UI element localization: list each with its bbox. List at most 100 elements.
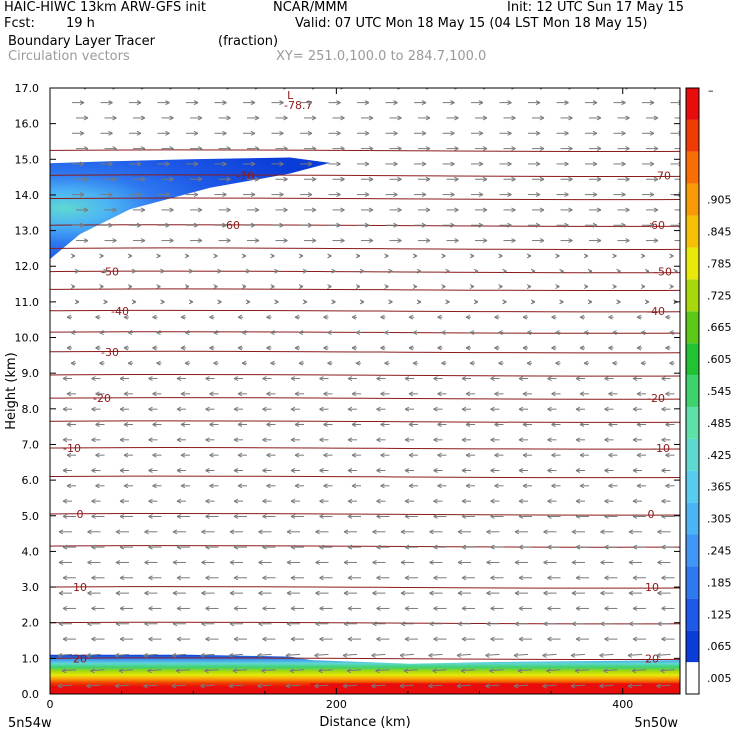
- circulation-vector: [304, 207, 317, 213]
- circulation-vector: [99, 360, 105, 366]
- circulation-vector: [300, 130, 313, 136]
- circulation-vector: [632, 575, 646, 581]
- colorbar-swatch: [686, 183, 699, 216]
- circulation-vector: [262, 376, 272, 381]
- vector-head: [547, 406, 552, 412]
- circulation-vector: [646, 207, 659, 213]
- vector-head: [543, 621, 548, 627]
- vector-head: [530, 268, 536, 274]
- circulation-vector: [294, 422, 304, 427]
- vector-head: [123, 422, 129, 427]
- circulation-vector: [205, 376, 215, 381]
- circulation-vector: [522, 452, 532, 458]
- circulation-vector: [414, 130, 427, 136]
- circulation-vector: [674, 148, 680, 150]
- circulation-vector: [600, 529, 614, 535]
- vector-head: [542, 652, 547, 658]
- vector-head: [518, 636, 524, 642]
- vector-head: [217, 268, 222, 274]
- vector-head: [193, 130, 199, 136]
- vector-head: [457, 621, 463, 627]
- circulation-vector: [616, 299, 621, 305]
- vector-head: [592, 222, 598, 228]
- vector-head: [511, 238, 516, 244]
- vector-head: [384, 253, 389, 259]
- vector-head: [213, 360, 218, 366]
- circulation-vector: [127, 360, 133, 366]
- circulation-vector: [347, 636, 361, 642]
- vector-head: [526, 330, 532, 335]
- vector-head: [193, 100, 199, 106]
- colorbar-swatch: [686, 215, 699, 248]
- circulation-vector: [87, 590, 101, 596]
- circulation-vector: [156, 284, 161, 290]
- vector-head: [673, 268, 678, 274]
- vector-head: [450, 100, 455, 106]
- circulation-vector: [66, 422, 76, 427]
- circulation-vector: [152, 422, 162, 427]
- circulation-vector: [127, 330, 133, 335]
- vector-head: [83, 146, 89, 152]
- vector-head: [490, 514, 495, 519]
- vector-head: [575, 468, 581, 473]
- vector-head: [372, 590, 377, 596]
- vector-head: [380, 314, 385, 320]
- vector-head: [570, 683, 576, 689]
- circulation-vector: [457, 621, 471, 627]
- vector-head: [184, 360, 190, 366]
- vector-head: [108, 222, 113, 228]
- circulation-vector: [328, 161, 341, 167]
- circulation-vector: [532, 238, 545, 244]
- circulation-vector: [266, 314, 272, 320]
- vector-head: [290, 636, 296, 642]
- colorbar-label: .905: [707, 194, 732, 207]
- circulation-vector: [328, 222, 341, 228]
- vector-head: [250, 161, 256, 167]
- vector-head: [404, 498, 410, 504]
- vector-head: [176, 605, 182, 611]
- circulation-vector: [473, 268, 479, 274]
- circulation-vector: [657, 529, 671, 535]
- vector-head: [250, 100, 256, 106]
- circulation-vector: [437, 314, 443, 320]
- vector-head: [307, 222, 313, 228]
- circulation-vector: [258, 529, 272, 535]
- vector-head: [526, 284, 532, 290]
- vector-head: [604, 437, 609, 443]
- vector-shaft: [570, 684, 586, 687]
- vector-head: [315, 560, 320, 565]
- vector-head: [612, 330, 617, 335]
- run-title: HAIC-HIWC 13km ARW-GFS init: [4, 0, 206, 15]
- vector-head: [66, 483, 72, 489]
- vector-head: [632, 406, 638, 412]
- vector-head: [226, 238, 231, 244]
- vector-head: [87, 529, 92, 535]
- circulation-vector: [404, 514, 418, 519]
- vector-head: [294, 452, 300, 458]
- vector-head: [432, 668, 437, 674]
- circulation-vector: [214, 192, 227, 198]
- circulation-vector: [429, 590, 443, 596]
- colorbar-label: .305: [707, 513, 732, 526]
- vector-head: [522, 391, 528, 397]
- vector-head: [604, 376, 609, 381]
- circulation-vector: [123, 314, 129, 320]
- circulation-vector: [530, 299, 536, 305]
- circulation-vector: [579, 452, 589, 458]
- circulation-vector: [613, 130, 626, 136]
- vector-head: [494, 391, 499, 397]
- vector-head: [599, 683, 604, 689]
- vector-head: [355, 253, 361, 259]
- isotherm-line: [50, 197, 680, 201]
- circulation-vector: [446, 146, 459, 152]
- circulation-vector: [319, 468, 329, 473]
- vector-head: [119, 514, 125, 519]
- vector-head: [657, 529, 662, 535]
- circulation-vector: [499, 100, 512, 106]
- circulation-vector: [465, 422, 475, 427]
- circulation-vector: [617, 115, 630, 121]
- vector-shaft: [57, 684, 73, 687]
- x-tick-label: 0: [47, 698, 54, 711]
- vector-head: [653, 115, 659, 121]
- vector-head: [583, 253, 589, 259]
